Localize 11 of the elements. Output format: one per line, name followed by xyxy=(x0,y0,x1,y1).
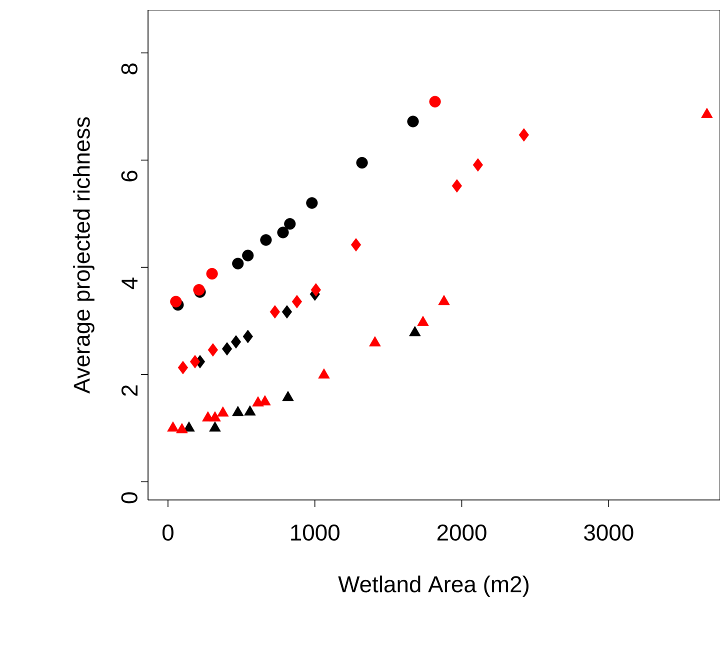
x-tick-label: 0 xyxy=(162,524,174,541)
x-tick-label: 2000 xyxy=(437,524,486,541)
y-tick-label: 8 xyxy=(121,64,138,74)
x-tick-label: 1000 xyxy=(291,524,340,541)
y-tick-label: 4 xyxy=(122,278,138,290)
x-tick-label: 3000 xyxy=(584,524,634,541)
y-axis-title: Average projected richness xyxy=(73,117,94,394)
y-tick-label: 2 xyxy=(121,385,138,396)
y-tick-label: 0 xyxy=(121,492,138,504)
y-tick-label: 6 xyxy=(121,170,138,182)
x-axis-title: Wetland Area (m2) xyxy=(338,576,528,597)
